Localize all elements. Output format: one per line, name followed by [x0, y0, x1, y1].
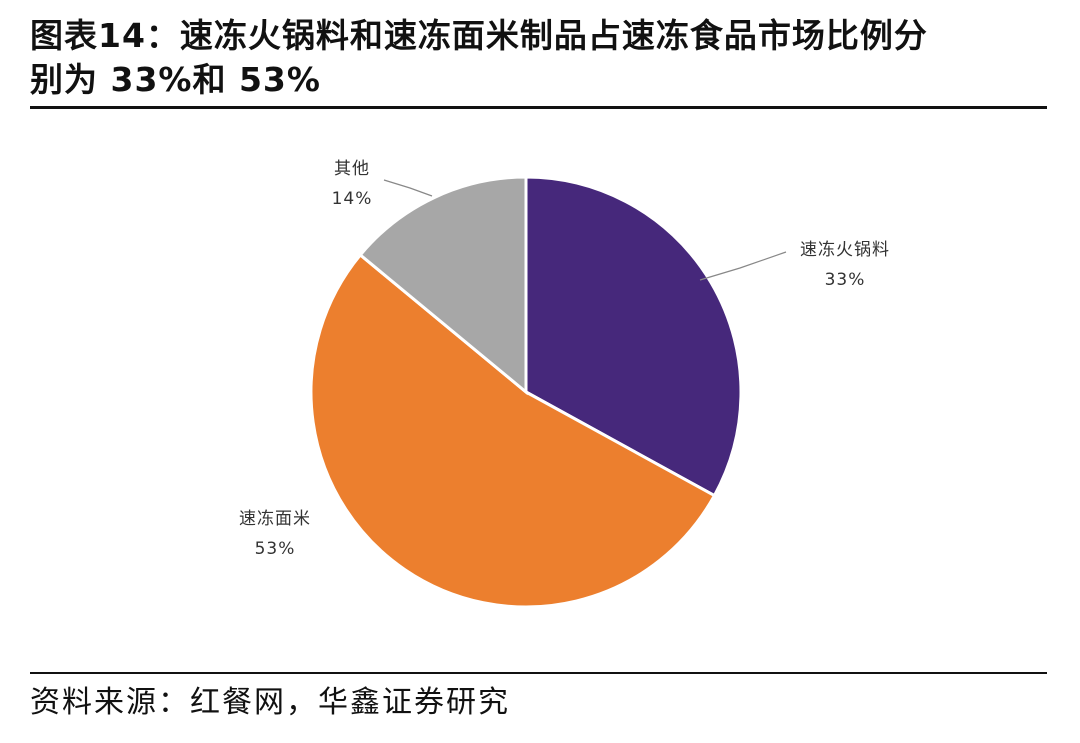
slice-name-label: 速冻火锅料 — [800, 240, 890, 260]
source-note: 资料来源：红餐网，华鑫证券研究 — [30, 685, 510, 720]
title-line-2: 别为 33%和 53% — [30, 60, 321, 99]
slice-value-label: 53% — [255, 539, 296, 559]
title-line-1: 图表14：速冻火锅料和速冻面米制品占速冻食品市场比例分 — [30, 16, 928, 55]
chart-title: 图表14：速冻火锅料和速冻面米制品占速冻食品市场比例分 别为 33%和 53% — [30, 14, 1040, 102]
slice-name-label: 其他 — [334, 159, 370, 179]
slice-value-label: 33% — [825, 270, 866, 290]
pie-slice — [358, 175, 528, 396]
pie-slice — [524, 175, 743, 498]
slice-name-label: 速冻面米 — [239, 509, 311, 529]
pie-slice — [309, 252, 717, 609]
source-rule — [30, 672, 1047, 674]
leader-line — [383, 179, 433, 197]
title-rule — [30, 106, 1047, 109]
leader-line — [699, 251, 787, 281]
slice-value-label: 14% — [332, 189, 373, 209]
